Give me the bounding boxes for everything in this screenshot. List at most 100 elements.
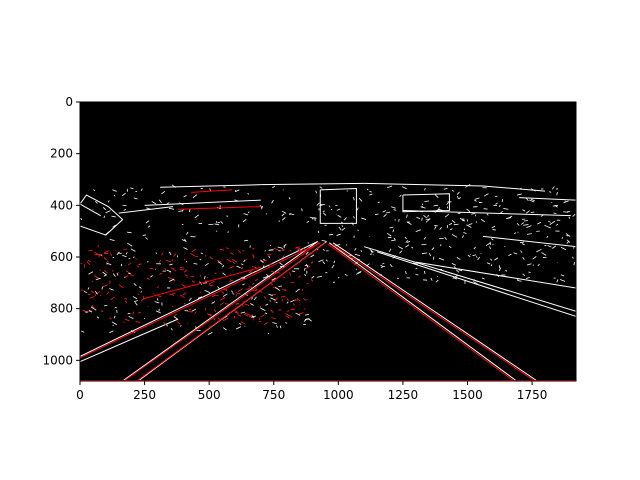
edge-fragment <box>262 265 265 268</box>
edge-fragment <box>112 189 117 192</box>
edge-fragment <box>490 258 493 261</box>
edge-fragment <box>374 213 379 216</box>
edge-fragment <box>296 298 301 302</box>
edge-fragment <box>428 252 432 257</box>
detected-line <box>123 242 320 381</box>
edge-fragment <box>405 271 407 275</box>
edge-fragment <box>112 273 116 277</box>
edge-fragment <box>214 223 220 226</box>
edge-fragment <box>244 303 250 307</box>
edge-fragment <box>336 208 341 211</box>
edge-fragment <box>188 209 191 213</box>
edge-fragment <box>354 247 357 251</box>
edge-fragment <box>438 208 443 212</box>
edge-line <box>144 199 261 206</box>
edge-fragment <box>231 258 238 263</box>
edge-fragment <box>547 245 552 248</box>
edge-fragment <box>365 263 370 267</box>
edge-fragment <box>322 261 326 265</box>
x-tick-label: 500 <box>198 388 221 402</box>
edge-fragment <box>167 276 173 280</box>
edge-fragment <box>138 263 140 266</box>
edge-fragment <box>252 319 255 321</box>
edge-fragment <box>341 227 346 231</box>
edge-fragment <box>377 201 380 203</box>
edge-fragment <box>405 244 410 248</box>
edge-fragment <box>118 284 124 289</box>
edge-fragment <box>556 223 559 226</box>
x-tick-label: 1000 <box>323 388 354 402</box>
edge-fragment <box>244 312 250 316</box>
y-tick-label: 600 <box>50 250 73 264</box>
edge-fragment <box>520 222 524 225</box>
edge-fragment <box>463 232 467 234</box>
edge-fragment <box>135 190 138 193</box>
edge-fragment <box>276 325 278 328</box>
edge-fragment <box>319 186 323 189</box>
edge-fragment <box>522 256 525 260</box>
edge-fragment <box>222 293 228 297</box>
edge-fragment <box>434 226 437 230</box>
edge-fragment <box>486 213 489 216</box>
edge-fragment <box>88 309 93 313</box>
edge-fragment <box>456 269 460 273</box>
edge-fragment <box>311 275 315 279</box>
edge-fragment <box>124 318 130 322</box>
edge-layer <box>80 182 576 381</box>
edge-fragment <box>272 322 277 324</box>
edge-fragment <box>273 298 278 302</box>
edge-fragment <box>573 262 575 266</box>
x-tick-label: 1500 <box>452 388 483 402</box>
edge-fragment <box>432 210 437 213</box>
edge-fragment <box>546 226 552 229</box>
edge-fragment <box>220 221 224 224</box>
edge-fragment <box>238 322 242 325</box>
edge-fragment <box>472 254 477 257</box>
x-tick-label: 1250 <box>388 388 419 402</box>
edge-fragment <box>517 193 522 196</box>
detected-line <box>136 242 326 381</box>
detected-line <box>331 243 535 381</box>
edge-fragment <box>446 201 449 205</box>
edge-fragment <box>277 246 283 249</box>
edge-fragment <box>514 232 517 235</box>
edge-fragment <box>386 232 392 237</box>
edge-fragment <box>156 285 159 289</box>
edge-fragment <box>304 318 310 320</box>
edge-fragment <box>204 308 207 311</box>
edge-fragment <box>448 245 452 249</box>
edge-fragment <box>268 262 274 266</box>
edge-fragment <box>473 279 478 283</box>
edge-fragment <box>458 196 461 200</box>
edge-fragment <box>222 317 229 322</box>
edge-fragment <box>454 278 458 280</box>
edge-fragment <box>290 299 295 303</box>
edge-fragment <box>369 193 373 196</box>
edge-fragment <box>122 192 126 197</box>
edge-fragment <box>124 276 126 278</box>
edge-fragment <box>536 248 542 253</box>
edge-fragment <box>439 227 442 230</box>
edge-fragment <box>304 273 307 277</box>
edge-fragment <box>281 255 285 259</box>
edge-fragment <box>267 332 270 335</box>
edge-fragment <box>370 250 373 253</box>
edge-fragment <box>321 240 327 242</box>
detected-line <box>144 266 261 299</box>
edge-fragment <box>301 288 304 292</box>
edge-fragment <box>186 231 189 235</box>
edge-fragment <box>234 199 238 202</box>
edge-fragment <box>522 273 526 277</box>
edge-fragment <box>251 297 254 300</box>
edge-fragment <box>302 248 306 250</box>
edge-fragment <box>344 273 348 277</box>
edge-fragment <box>159 272 163 275</box>
edge-fragment <box>526 210 530 214</box>
edge-fragment <box>264 312 268 314</box>
edge-fragment <box>237 314 242 317</box>
edge-fragment <box>112 324 114 326</box>
edge-fragment <box>340 221 343 224</box>
edge-fragment <box>171 292 176 295</box>
edge-fragment <box>255 288 258 290</box>
edge-fragment <box>135 258 137 260</box>
